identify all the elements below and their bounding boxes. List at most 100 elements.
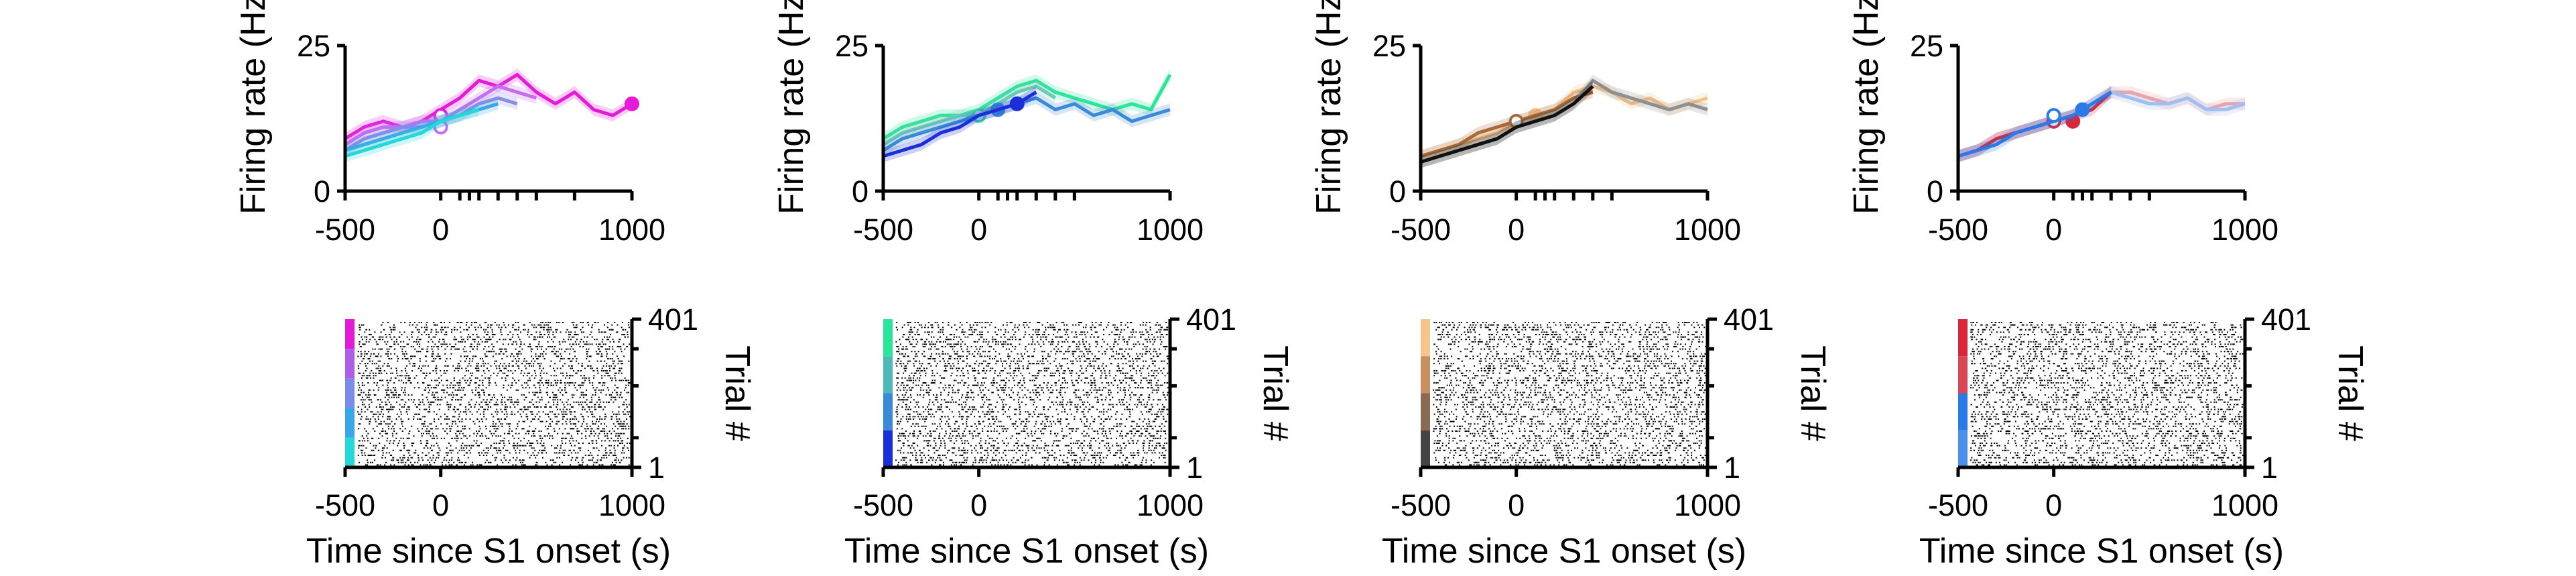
firing-rate-plot: 0 25 -500 0 1000 Firing rate (Hz) [234, 0, 665, 247]
raster-plot: 1 401 Trial # -500 0 1000 Time since S1 onset … [1919, 302, 2370, 571]
trial-axis-label: Trial # [2331, 345, 2370, 441]
x-tick-label: 0 [2045, 213, 2062, 247]
trial-tick-label: 401 [2261, 302, 2311, 337]
y-tick-label: 25 [835, 29, 868, 63]
y-axis-label: Firing rate (Hz) [1309, 0, 1348, 215]
condition-color-bar [345, 408, 355, 438]
x-tick-label: -500 [1391, 213, 1451, 247]
y-axis-label: Firing rate (Hz) [772, 0, 811, 215]
y-tick-label: 25 [297, 29, 330, 63]
raster-x-tick-label: 0 [1508, 488, 1525, 522]
panel-4: 0 25 -500 0 1000 Firing rate (Hz) 1 401 Trial # -… [1847, 0, 2370, 571]
condition-color-bar [1958, 319, 1968, 357]
condition-color-bar [1958, 430, 1968, 467]
x-tick-label: 1000 [1137, 213, 1204, 247]
x-tick-label: 0 [432, 213, 449, 247]
y-tick-label: 0 [852, 174, 868, 209]
series-2-line [882, 84, 1057, 146]
series-2-line [1420, 91, 1594, 158]
x-tick-label: -500 [853, 213, 913, 247]
raster-x-axis-label: Time since S1 onset (s) [1382, 532, 1746, 571]
trial-tick-label: 1 [648, 451, 665, 485]
raster-x-tick-label: -500 [1928, 488, 1988, 522]
trial-axis-label: Trial # [1256, 345, 1295, 441]
raster-x-tick-label: 1000 [598, 488, 665, 522]
raster-x-axis-label: Time since S1 onset (s) [1919, 532, 2284, 571]
series-3-error-band [883, 92, 1170, 157]
trial-axis-label: Trial # [1793, 345, 1832, 441]
y-tick-label: 0 [1389, 174, 1406, 209]
series-4-marker-2 [2075, 102, 2090, 117]
condition-color-bar [1958, 393, 1968, 430]
series-3-line [882, 96, 1171, 152]
series-5-line [344, 108, 480, 158]
series-4-marker-1 [2046, 108, 2061, 123]
spike-raster [895, 322, 1169, 466]
raster-x-axis-label: Time since S1 onset (s) [844, 532, 1209, 571]
condition-color-bar [883, 319, 893, 357]
y-tick-label: 25 [1910, 29, 1943, 63]
trial-tick-label: 1 [1186, 451, 1203, 485]
raster-x-tick-label: 1000 [2211, 488, 2278, 522]
trial-tick-label: 401 [648, 302, 698, 337]
series-1-line [1420, 84, 1708, 158]
condition-color-bar [345, 437, 355, 467]
condition-color-bar [883, 356, 893, 394]
trial-tick-label: 1 [2261, 451, 2278, 485]
series-4-marker-1 [1009, 96, 1025, 111]
series-2-error-band [345, 80, 537, 151]
trial-tick-label: 401 [1186, 302, 1236, 337]
series-4-error-band [1421, 80, 1593, 168]
condition-color-bar [345, 349, 355, 379]
series-1-marker-2 [625, 96, 639, 111]
x-tick-label: -500 [315, 213, 375, 247]
raster-plot: 1 401 Trial # -500 0 1000 Time since S1 onset … [1382, 302, 1832, 571]
panel-1: 0 25 -500 0 1000 Firing rate (Hz) 1 401 Trial # -… [234, 0, 757, 571]
firing-rate-plot: 0 25 -500 0 1000 Firing rate (Hz) [1309, 0, 1741, 247]
series-1-error-band [1958, 86, 2245, 162]
condition-color-bar [883, 430, 893, 467]
condition-color-bar [1421, 319, 1430, 357]
x-tick-label: 0 [970, 213, 987, 247]
raster-plot: 1 401 Trial # -500 0 1000 Time since S1 onset … [306, 302, 757, 571]
trial-tick-label: 401 [1724, 302, 1774, 337]
trial-axis-label: Trial # [718, 345, 757, 441]
raster-x-tick-label: 0 [2045, 488, 2062, 522]
x-tick-label: 1000 [598, 213, 665, 247]
spike-raster [1433, 322, 1706, 466]
x-tick-label: 1000 [2211, 213, 2278, 247]
spike-raster [357, 322, 631, 466]
raster-x-axis-label: Time since S1 onset (s) [306, 532, 671, 571]
condition-color-bar [1421, 393, 1430, 430]
panel-3: 0 25 -500 0 1000 Firing rate (Hz) 1 401 Trial # -… [1309, 0, 1832, 571]
x-tick-label: 0 [1508, 213, 1525, 247]
raster-x-tick-label: 1000 [1137, 488, 1204, 522]
y-tick-label: 0 [1927, 174, 1943, 209]
condition-color-bar [1421, 356, 1430, 394]
x-tick-label: 1000 [1674, 213, 1741, 247]
y-tick-label: 0 [314, 174, 330, 209]
panel-2: 0 25 -500 0 1000 Firing rate (Hz) 1 401 Trial # -… [772, 0, 1295, 571]
x-tick-label: -500 [1928, 213, 1988, 247]
series-2-error-band [1958, 86, 2245, 162]
raster-x-tick-label: 0 [970, 488, 987, 522]
series-1-line [344, 72, 633, 141]
raster-x-tick-label: -500 [315, 488, 375, 522]
raster-plot: 1 401 Trial # -500 0 1000 Time since S1 onset … [844, 302, 1295, 571]
raster-x-tick-label: -500 [853, 488, 913, 522]
condition-color-bar [345, 319, 355, 349]
y-axis-label: Firing rate (Hz) [234, 0, 273, 215]
raster-x-tick-label: -500 [1391, 488, 1451, 522]
raster-x-tick-label: 0 [432, 488, 449, 522]
condition-color-bar [1958, 356, 1968, 394]
series-1-line [882, 74, 1172, 141]
series-4-line [1420, 84, 1594, 164]
condition-color-bar [1421, 430, 1430, 467]
firing-rate-plot: 0 25 -500 0 1000 Firing rate (Hz) [1847, 0, 2278, 247]
condition-color-bar [883, 393, 893, 430]
y-tick-label: 25 [1372, 29, 1406, 63]
firing-rate-plot: 0 25 -500 0 1000 Firing rate (Hz) [772, 0, 1204, 247]
condition-color-bar [345, 378, 355, 408]
y-axis-label: Firing rate (Hz) [1847, 0, 1886, 215]
